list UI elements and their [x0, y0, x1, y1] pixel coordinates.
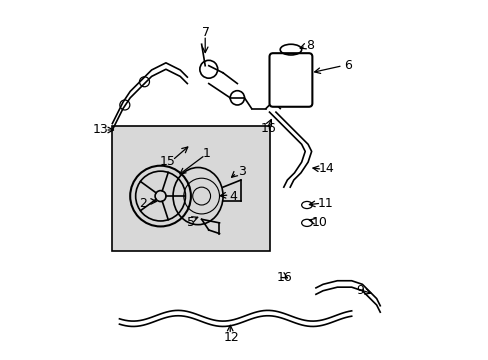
Text: 1: 1: [202, 147, 210, 160]
Text: 3: 3: [237, 165, 245, 178]
Text: 9: 9: [356, 284, 364, 297]
Text: 12: 12: [223, 332, 239, 345]
Text: 16: 16: [261, 122, 276, 135]
FancyBboxPatch shape: [112, 126, 269, 251]
Text: 6: 6: [344, 59, 351, 72]
Text: 8: 8: [305, 39, 314, 52]
Text: 2: 2: [139, 197, 146, 210]
Text: 5: 5: [186, 216, 195, 229]
Text: 16: 16: [276, 271, 292, 284]
Text: 4: 4: [229, 190, 237, 203]
Text: 13: 13: [93, 123, 108, 136]
Text: 11: 11: [317, 197, 333, 210]
Text: 15: 15: [160, 154, 175, 167]
Text: 10: 10: [311, 216, 327, 229]
FancyBboxPatch shape: [269, 53, 312, 107]
Text: 7: 7: [202, 26, 210, 39]
Text: 14: 14: [318, 162, 334, 175]
